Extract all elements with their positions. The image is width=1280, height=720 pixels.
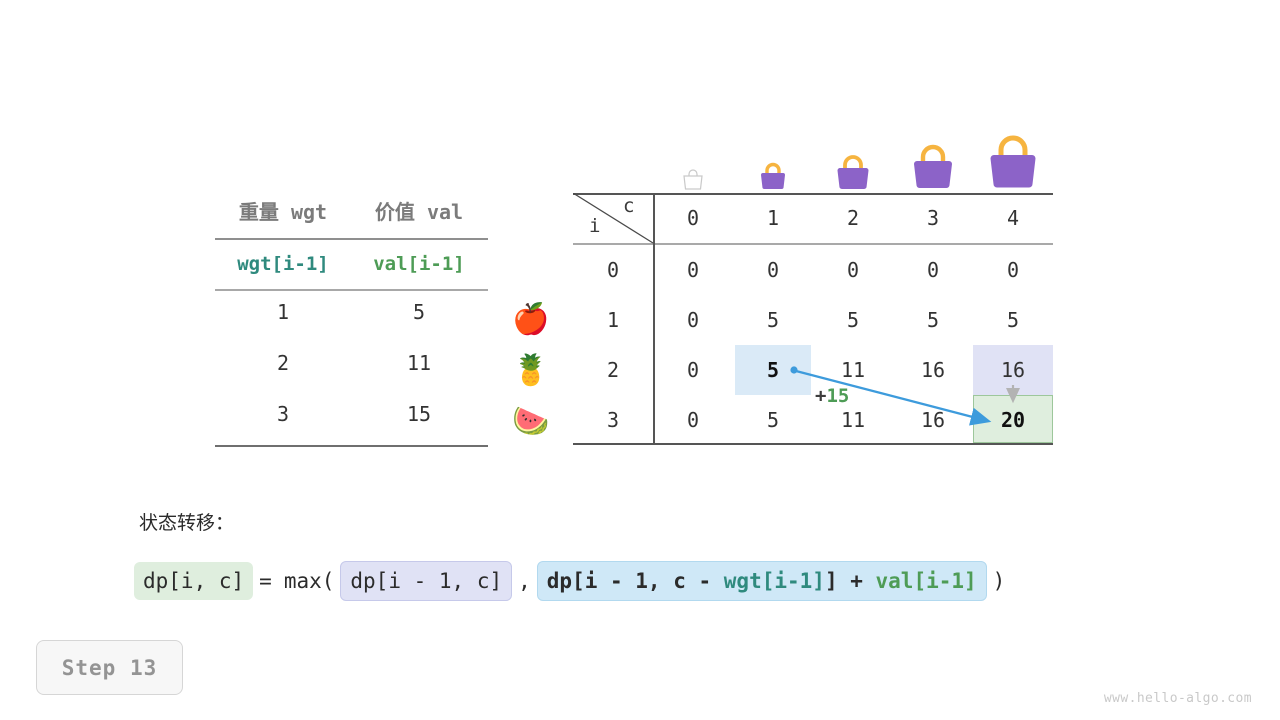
dp-table-bottom-border <box>573 443 1053 445</box>
item-row-2-val: 15 <box>351 394 487 434</box>
item-table-subheader-val: val[i-1] <box>351 243 487 283</box>
formula-token-wgt: wgt[i-1] <box>723 568 825 593</box>
dp-row-header-1: 1 <box>606 308 620 332</box>
item-table-header-wgt-label: 重量 wgt <box>238 200 328 224</box>
item-table-subheader-wgt: wgt[i-1] <box>215 243 351 283</box>
item-row-1-wgt: 2 <box>215 343 351 383</box>
bag-icon-capacity-3 <box>893 128 973 190</box>
dp-table-row: 0 0 0 0 0 0 <box>573 245 1053 295</box>
dp-cell-0-3: 0 <box>926 258 940 282</box>
dp-axis-label-c: c <box>623 195 635 217</box>
item-table-rule-mid <box>215 289 488 291</box>
bag-icon-capacity-0 <box>653 128 733 190</box>
dp-table-top-border <box>573 193 1053 195</box>
bag-medium-icon <box>837 155 869 189</box>
item-row-1-val: 11 <box>351 343 487 383</box>
dp-cell-1-1: 5 <box>766 308 780 332</box>
item-table-header-val: 价值 val <box>351 192 487 232</box>
item-table-subheader-row: wgt[i-1] val[i-1] <box>215 243 488 283</box>
item-table-subheader-val-label: val[i-1] <box>373 253 465 275</box>
dp-table-row: 2 0 5 11 16 16 <box>573 345 1053 395</box>
item-table-row: 3 15 <box>215 394 488 434</box>
dp-table-row-header-divider <box>653 193 655 445</box>
watermark: www.hello-algo.com <box>1103 691 1252 706</box>
bag-icon-capacity-2 <box>813 128 893 190</box>
dp-table-header-border <box>573 243 1053 245</box>
dp-table-corner-diagonal-icon <box>573 193 654 244</box>
capacity-bag-row <box>573 128 1053 190</box>
item-table-header-wgt: 重量 wgt <box>215 192 351 232</box>
state-transition-label: 状态转移： <box>139 512 235 534</box>
formula-max-open: max( <box>283 569 335 593</box>
formula-arg-take-prefix: dp[i - 1, c - <box>546 568 724 593</box>
dp-cell-2-4: 16 <box>1000 358 1026 382</box>
dp-cell-2-3: 16 <box>920 358 946 382</box>
item-table-rule-top <box>215 238 488 240</box>
dp-row-header-0: 0 <box>606 258 620 282</box>
dp-cell-0-4: 0 <box>1006 258 1020 282</box>
watermelon-icon: 🍉 <box>512 404 550 439</box>
item-table-header-row: 重量 wgt 价值 val <box>215 192 488 232</box>
dp-cell-1-3: 5 <box>926 308 940 332</box>
dp-cell-2-0: 0 <box>686 358 700 382</box>
dp-cell-0-1: 0 <box>766 258 780 282</box>
formula-target: dp[i, c] <box>134 561 254 601</box>
dp-table-row: 3 0 5 11 16 20 <box>573 395 1053 445</box>
formula-comma: , <box>518 569 531 593</box>
item-table-row: 2 11 <box>215 343 488 383</box>
item-row-1-val-value: 11 <box>406 351 432 375</box>
dp-table-row: 1 0 5 5 5 5 <box>573 295 1053 345</box>
dp-cell-1-4: 5 <box>1006 308 1020 332</box>
item-table-header-val-label: 价值 val <box>374 200 464 224</box>
dp-cell-3-3: 16 <box>920 408 946 432</box>
dp-table: c i 0 1 2 3 4 0 0 0 0 0 0 1 0 5 5 5 5 2 … <box>573 193 1053 445</box>
item-row-0-val-value: 5 <box>412 300 426 324</box>
dp-axis-label-i: i <box>589 215 601 237</box>
step-badge: Step 13 <box>36 640 183 695</box>
dp-col-header-1: 1 <box>766 206 780 230</box>
gain-annotation: +15 <box>815 385 849 407</box>
formula-arg-take-mid: ] + <box>824 568 876 593</box>
dp-cell-3-1: 5 <box>766 408 780 432</box>
formula-equals: = <box>259 569 272 593</box>
item-row-0-wgt: 1 <box>215 292 351 332</box>
dp-col-header-0: 0 <box>686 206 700 230</box>
apple-icon: 🍎 <box>512 302 550 337</box>
dp-row-header-3: 3 <box>606 408 620 432</box>
dp-cell-2-1: 5 <box>766 358 780 382</box>
item-row-0-wgt-value: 1 <box>276 300 290 324</box>
pineapple-icon: 🍍 <box>512 353 550 388</box>
item-row-1-wgt-value: 2 <box>276 351 290 375</box>
item-table-subheader-wgt-label: wgt[i-1] <box>237 253 329 275</box>
bag-xlarge-icon <box>990 135 1036 188</box>
bag-icon-capacity-1 <box>733 128 813 190</box>
item-row-2-wgt: 3 <box>215 394 351 434</box>
state-transition-formula: dp[i, c] = max( dp[i - 1, c] , dp[i - 1,… <box>134 558 1011 604</box>
dp-cell-0-2: 0 <box>846 258 860 282</box>
item-row-2-val-value: 15 <box>406 402 432 426</box>
dp-col-header-2: 2 <box>846 206 860 230</box>
bag-empty-icon <box>683 169 703 190</box>
bag-icon-capacity-4 <box>973 128 1053 190</box>
formula-arg-take: dp[i - 1, c - wgt[i-1]] + val[i-1] <box>536 560 987 602</box>
formula-token-val: val[i-1] <box>875 568 977 593</box>
dp-cell-1-0: 0 <box>686 308 700 332</box>
bag-small-icon <box>761 162 785 189</box>
bag-large-icon <box>914 144 952 188</box>
gain-sign: + <box>815 385 827 407</box>
dp-cell-1-2: 5 <box>846 308 860 332</box>
item-table-row: 1 5 <box>215 292 488 332</box>
item-row-2-wgt-value: 3 <box>276 402 290 426</box>
item-row-0-val: 5 <box>351 292 487 332</box>
item-table-rule-bottom <box>215 445 488 447</box>
formula-close-paren: ) <box>992 569 1006 593</box>
gain-amount: 15 <box>826 385 850 407</box>
dp-col-header-4: 4 <box>1006 206 1020 230</box>
dp-row-header-2: 2 <box>606 358 620 382</box>
dp-cell-3-0: 0 <box>686 408 700 432</box>
dp-cell-3-4: 20 <box>1000 408 1026 432</box>
dp-cell-0-0: 0 <box>686 258 700 282</box>
formula-arg-skip: dp[i - 1, c] <box>340 560 513 602</box>
dp-col-header-3: 3 <box>926 206 940 230</box>
